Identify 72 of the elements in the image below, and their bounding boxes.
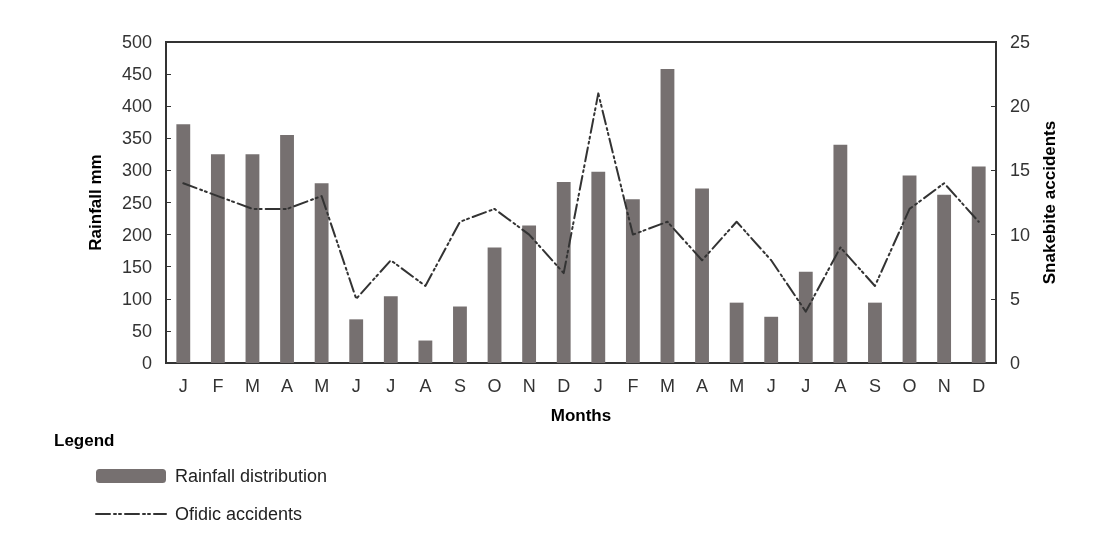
y2-tick-label: 20 <box>1010 96 1031 117</box>
y-tick-label: 250 <box>121 192 152 213</box>
line-series <box>182 92 980 313</box>
y-tick-label: 500 <box>121 32 152 52</box>
bar <box>280 135 294 363</box>
bar <box>522 225 537 363</box>
y2-tick-label: 0 <box>1010 353 1021 373</box>
bar <box>418 340 433 363</box>
y-tick-label: 150 <box>121 256 152 277</box>
bar <box>245 154 260 363</box>
y2-tick-label: 15 <box>1010 160 1031 181</box>
y-tick-label: 200 <box>121 224 152 245</box>
bar <box>868 302 882 363</box>
legend-title: Legend <box>54 431 115 450</box>
y-axis-title: Rainfall mm <box>86 154 105 251</box>
x-tick-label: O <box>487 376 502 396</box>
y2-tick-label: 10 <box>1010 224 1031 245</box>
bar <box>695 188 709 363</box>
x-tick-label: F <box>627 376 639 396</box>
y-tick-label: 0 <box>141 353 152 373</box>
x-tick-label: J <box>178 376 188 396</box>
bar <box>729 302 744 363</box>
x-tick-label: S <box>453 376 466 396</box>
y2-tick-label: 25 <box>1010 32 1031 52</box>
bar <box>971 166 986 363</box>
y-tick-label: 450 <box>121 64 152 85</box>
x-tick-label: J <box>593 376 603 396</box>
bar <box>625 199 640 363</box>
bar <box>314 183 329 363</box>
bar <box>383 296 398 363</box>
bar <box>176 124 191 363</box>
x-tick-label: S <box>868 376 881 396</box>
x-tick-label: J <box>801 376 811 396</box>
bar <box>210 154 225 363</box>
x-tick-label: D <box>557 376 571 396</box>
x-tick-label: A <box>419 376 432 396</box>
bar <box>349 319 364 363</box>
x-tick-label: N <box>522 376 536 396</box>
x-tick-label: A <box>281 376 294 396</box>
x-tick-label: J <box>766 376 776 396</box>
legend-label: Ofidic accidents <box>175 504 303 524</box>
bar <box>833 144 848 363</box>
y-tick-label: 100 <box>121 288 152 309</box>
x-tick-label: A <box>834 376 847 396</box>
y-tick-label: 300 <box>121 160 152 181</box>
y2-tick-label: 5 <box>1010 288 1021 309</box>
x-tick-label: J <box>386 376 396 396</box>
x-tick-label: M <box>659 376 675 396</box>
bar <box>453 306 467 363</box>
y-tick-label: 350 <box>121 128 152 149</box>
bar <box>660 68 675 363</box>
x-tick-label: N <box>937 376 951 396</box>
y-tick-label: 400 <box>121 96 152 117</box>
x-tick-label: A <box>696 376 709 396</box>
bar <box>487 247 502 363</box>
x-tick-label: J <box>351 376 361 396</box>
bar <box>764 316 779 363</box>
y-tick-label: 50 <box>131 320 152 341</box>
x-tick-label: F <box>212 376 224 396</box>
x-axis-title: Months <box>550 406 612 425</box>
bar <box>937 194 952 363</box>
bar <box>902 175 917 363</box>
x-tick-label: M <box>244 376 260 396</box>
bar <box>798 271 813 363</box>
x-tick-label: M <box>729 376 745 396</box>
x-tick-label: D <box>972 376 986 396</box>
y2-axis-title: Snakebite accidents <box>1039 120 1059 285</box>
legend-label: Rainfall distribution <box>175 466 328 486</box>
bar <box>556 181 571 363</box>
bar <box>591 171 606 363</box>
x-tick-label: O <box>902 376 917 396</box>
x-tick-label: M <box>314 376 330 396</box>
